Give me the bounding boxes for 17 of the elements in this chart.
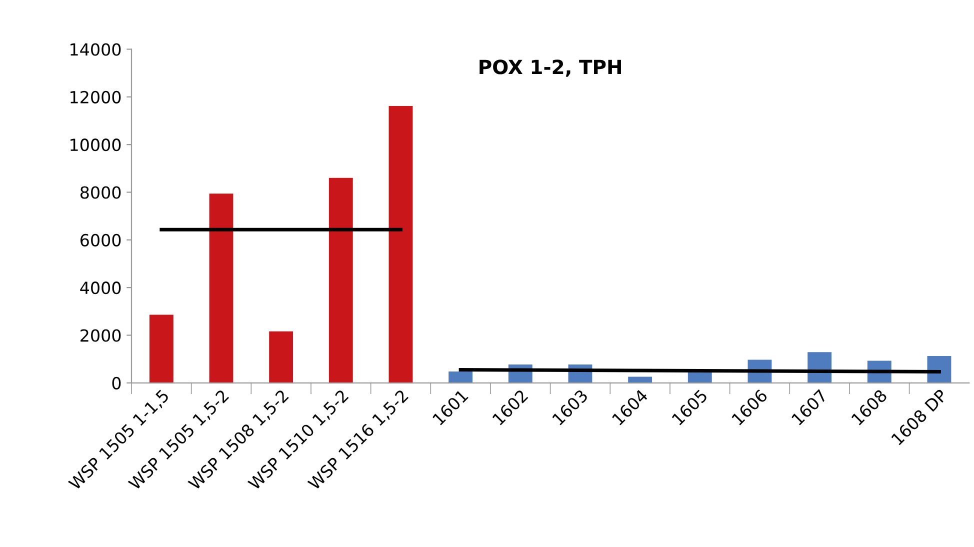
y-tick-label: 14000 xyxy=(70,43,121,56)
bar xyxy=(209,194,234,383)
bar xyxy=(328,178,353,383)
chart-title: POX 1-2, TPH xyxy=(480,60,621,77)
bar xyxy=(927,356,952,383)
y-tick-label: 0 xyxy=(112,376,121,390)
bar xyxy=(269,331,294,383)
y-tick-label: 6000 xyxy=(80,234,121,246)
y-tick-label: 12000 xyxy=(70,90,121,104)
bar xyxy=(628,376,652,383)
bar xyxy=(448,371,473,383)
y-tick-label: 10000 xyxy=(70,138,121,152)
y-tick-label: 4000 xyxy=(80,282,121,294)
bar xyxy=(149,314,174,383)
bar xyxy=(388,106,413,383)
y-tick-label: 2000 xyxy=(80,329,121,342)
y-tick-label: 8000 xyxy=(80,186,121,199)
